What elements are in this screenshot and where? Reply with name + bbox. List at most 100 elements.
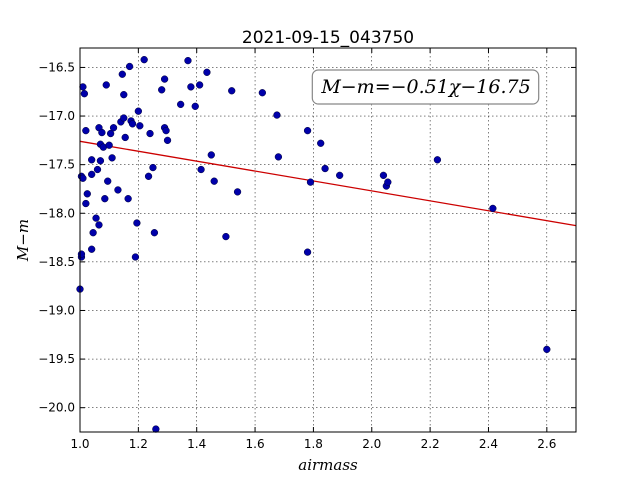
data-point [77,250,86,258]
data-point [384,178,392,186]
x-tick-label: 2.0 [362,437,381,451]
data-point [133,219,141,227]
data-point [187,83,195,91]
data-point [118,70,126,78]
data-point [88,170,96,179]
data-point [177,100,185,109]
data-point [303,248,312,256]
x-tick-label: 1.2 [129,437,148,451]
x-tick-label: 2.2 [421,437,440,451]
data-point [108,154,116,162]
x-tick-label: 1.0 [70,437,89,451]
data-point [121,133,129,142]
annotation-box [311,69,540,105]
y-tick-label: −17.5 [38,158,75,172]
data-point [88,245,96,253]
data-point [102,81,110,89]
data-point [203,68,211,76]
data-point [379,171,388,180]
data-point [306,178,315,186]
fit-line [79,140,577,227]
data-point [82,126,90,135]
data-point [163,136,172,145]
data-point [82,199,90,208]
data-point [222,232,230,241]
y-tick-label: −16.5 [38,60,75,74]
y-tick-label: −19.0 [38,303,75,317]
data-point [96,157,105,165]
data-point [144,172,153,180]
data-point [274,153,283,161]
axis-ticks: 1.0 1.2 1.4 1.6 1.8 2.0 2.2 2.4 2.6 −16.5 −17.0 −17… [38,48,576,451]
data-point [80,90,89,98]
data-point [98,128,106,137]
data-point [160,75,169,83]
data-point [228,87,236,95]
data-point [207,151,215,159]
x-tick-label: 2.6 [537,437,556,451]
data-point [105,141,113,149]
data-point [336,171,344,180]
chart-title: 2021-09-15_043750 [242,28,414,48]
data-point [79,174,87,182]
data-point [101,195,109,203]
data-point [120,91,128,99]
data-point [258,89,267,97]
data-point [136,122,144,130]
plot-frame [79,47,577,433]
data-point [83,190,91,198]
y-tick-label: −18.0 [38,206,75,220]
data-point [317,139,325,147]
data-point [210,177,218,185]
data-point [146,129,154,138]
data-point [79,83,87,91]
x-axis-label: airmass [298,456,358,474]
scatter-points [76,56,551,433]
data-point [106,129,115,138]
annotation-text: M−m=−0.51χ−16.75 [320,76,530,98]
data-point [197,165,205,174]
data-point [184,56,192,65]
data-point [273,111,281,119]
data-point [125,62,134,71]
data-point [433,156,442,164]
data-point [152,425,160,433]
data-point [149,163,157,172]
data-point [321,164,329,173]
data-point [543,345,551,354]
data-point [128,120,137,128]
data-point [233,188,242,196]
data-point [95,221,103,229]
data-point [114,186,122,194]
data-point [303,126,312,135]
fit-annotation: M−m=−0.51χ−16.75 [311,69,540,105]
data-point [150,229,159,237]
y-tick-label: −19.5 [38,352,75,366]
x-tick-label: 2.4 [479,437,498,451]
data-point [140,56,148,64]
grid [79,48,576,432]
data-point [124,195,132,203]
data-point [131,253,140,261]
y-tick-label: −20.0 [38,401,75,415]
data-point [88,156,96,164]
data-point [120,114,128,122]
x-tick-label: 1.8 [304,437,323,451]
data-point [93,165,102,174]
y-tick-label: −18.5 [38,255,75,269]
data-point [191,102,199,110]
x-tick-label: 1.4 [187,437,206,451]
data-point [158,86,166,94]
y-axis-label: M−m [14,219,32,262]
y-tick-label: −17.0 [38,109,75,123]
data-point [489,204,497,213]
data-point [162,126,170,135]
data-point [109,124,118,132]
data-point [104,177,112,185]
data-point [92,214,100,222]
x-tick-label: 1.6 [246,437,265,451]
data-point [89,229,97,237]
fit-line-layer [79,140,577,227]
data-point [195,81,204,89]
